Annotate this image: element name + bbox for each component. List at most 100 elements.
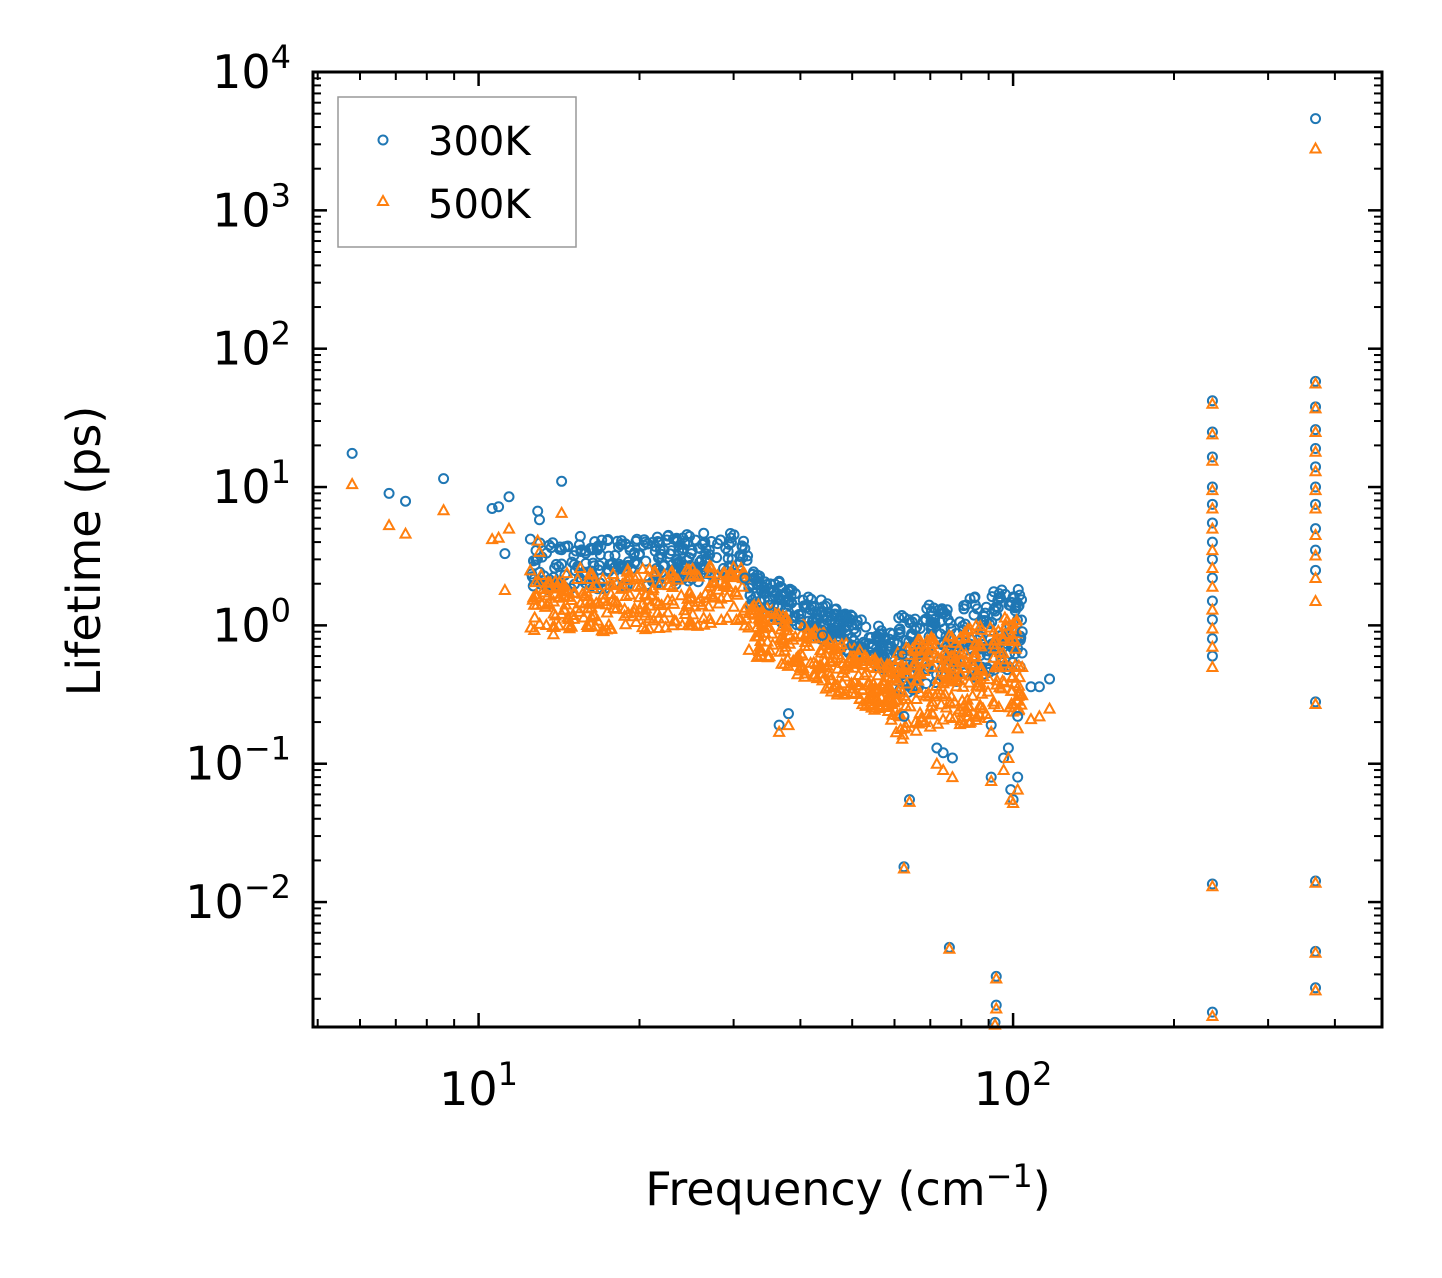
- band-point-500K: [962, 675, 976, 688]
- band-point-500K: [524, 620, 538, 633]
- data-point-500K: [632, 590, 647, 603]
- band-point-500K: [645, 583, 660, 596]
- band-point-500K: [547, 606, 561, 619]
- band-point-500K: [617, 608, 632, 621]
- band-point-500K: [617, 602, 632, 615]
- band-point-500K: [712, 596, 726, 609]
- band-point-500K: [963, 621, 978, 634]
- band-point-500K: [859, 665, 874, 678]
- data-point-500K: [1308, 464, 1323, 477]
- data-point-500K: [762, 649, 777, 662]
- band-point-500K: [546, 594, 561, 607]
- data-point-300K: [817, 629, 829, 641]
- data-point-500K: [942, 941, 957, 954]
- band-point-500K: [859, 653, 873, 666]
- data-point-300K: [1044, 673, 1056, 685]
- band-point-300K: [579, 545, 591, 557]
- data-point-500K: [532, 544, 547, 557]
- band-point-500K: [770, 612, 785, 625]
- band-point-500K: [683, 614, 698, 627]
- band-point-500K: [548, 586, 562, 599]
- band-point-500K: [621, 569, 635, 582]
- data-point-500K: [1308, 548, 1323, 561]
- band-point-500K: [997, 675, 1012, 688]
- band-point-500K: [765, 626, 779, 639]
- legend: 300K 500K: [337, 96, 577, 248]
- data-point-500K: [939, 659, 954, 673]
- band-point-300K: [769, 578, 781, 590]
- band-point-300K: [699, 536, 711, 548]
- band-point-500K: [618, 617, 633, 630]
- data-point-300K: [1310, 442, 1322, 454]
- band-point-500K: [627, 601, 642, 614]
- band-point-500K: [569, 601, 584, 614]
- band-point-500K: [665, 618, 680, 631]
- band-point-500K: [578, 588, 593, 602]
- data-point-300K: [346, 447, 358, 459]
- band-point-500K: [747, 598, 761, 611]
- band-point-300K: [711, 552, 723, 564]
- band-point-500K: [557, 589, 571, 602]
- data-point-300K: [739, 572, 751, 584]
- band-point-500K: [626, 609, 640, 622]
- data-markers: [345, 113, 1323, 1030]
- band-point-500K: [634, 577, 649, 591]
- band-point-300K: [829, 609, 841, 621]
- band-point-500K: [946, 658, 961, 671]
- band-point-500K: [1012, 670, 1027, 683]
- data-point-500K: [558, 602, 572, 615]
- data-point-300K: [1206, 498, 1218, 510]
- data-point-500K: [897, 721, 911, 734]
- band-point-300K: [809, 606, 821, 618]
- data-point-500K: [382, 518, 396, 531]
- band-point-500K: [585, 581, 600, 594]
- band-point-500K: [881, 660, 895, 673]
- data-point-500K: [1015, 659, 1029, 673]
- band-point-500K: [867, 653, 881, 666]
- band-point-300K: [929, 618, 941, 630]
- band-point-300K: [936, 639, 948, 651]
- band-point-300K: [602, 535, 614, 547]
- data-point-500K: [1205, 427, 1220, 440]
- data-point-500K: [987, 624, 1001, 637]
- data-point-500K: [936, 762, 950, 776]
- data-point-500K: [1308, 527, 1323, 541]
- band-point-500K: [986, 694, 1001, 707]
- band-point-500K: [662, 578, 676, 591]
- data-point-500K: [1308, 570, 1323, 584]
- band-point-500K: [756, 605, 771, 618]
- band-point-500K: [924, 630, 939, 643]
- band-point-300K: [789, 588, 801, 600]
- band-point-500K: [918, 688, 933, 701]
- data-point-500K: [491, 530, 506, 543]
- band-point-500K: [925, 705, 939, 718]
- band-point-500K: [797, 618, 812, 632]
- band-point-500K: [568, 585, 582, 598]
- data-point-500K: [897, 861, 911, 874]
- data-point-500K: [1308, 875, 1323, 888]
- data-point-500K: [1205, 396, 1220, 409]
- band-point-500K: [1003, 659, 1017, 672]
- band-point-300K: [938, 623, 950, 635]
- band-point-300K: [836, 610, 848, 622]
- data-point-500K: [984, 773, 998, 787]
- band-point-500K: [665, 579, 680, 593]
- band-point-300K: [718, 562, 730, 574]
- data-point-300K: [985, 719, 997, 731]
- band-point-300K: [938, 607, 950, 619]
- data-point-300K: [1033, 681, 1045, 693]
- band-point-500K: [794, 646, 808, 659]
- band-point-500K: [695, 597, 709, 610]
- band-point-500K: [776, 619, 790, 632]
- band-point-300K: [978, 611, 990, 623]
- band-point-500K: [960, 703, 975, 716]
- band-point-500K: [614, 581, 628, 594]
- band-point-500K: [1003, 700, 1017, 713]
- band-point-500K: [890, 693, 904, 706]
- y-tick-label: 101: [212, 453, 291, 514]
- band-point-500K: [621, 562, 635, 575]
- band-point-300K: [1014, 589, 1026, 601]
- band-point-500K: [959, 646, 973, 660]
- plot-frame: [311, 70, 1384, 1029]
- band-point-500K: [969, 618, 983, 631]
